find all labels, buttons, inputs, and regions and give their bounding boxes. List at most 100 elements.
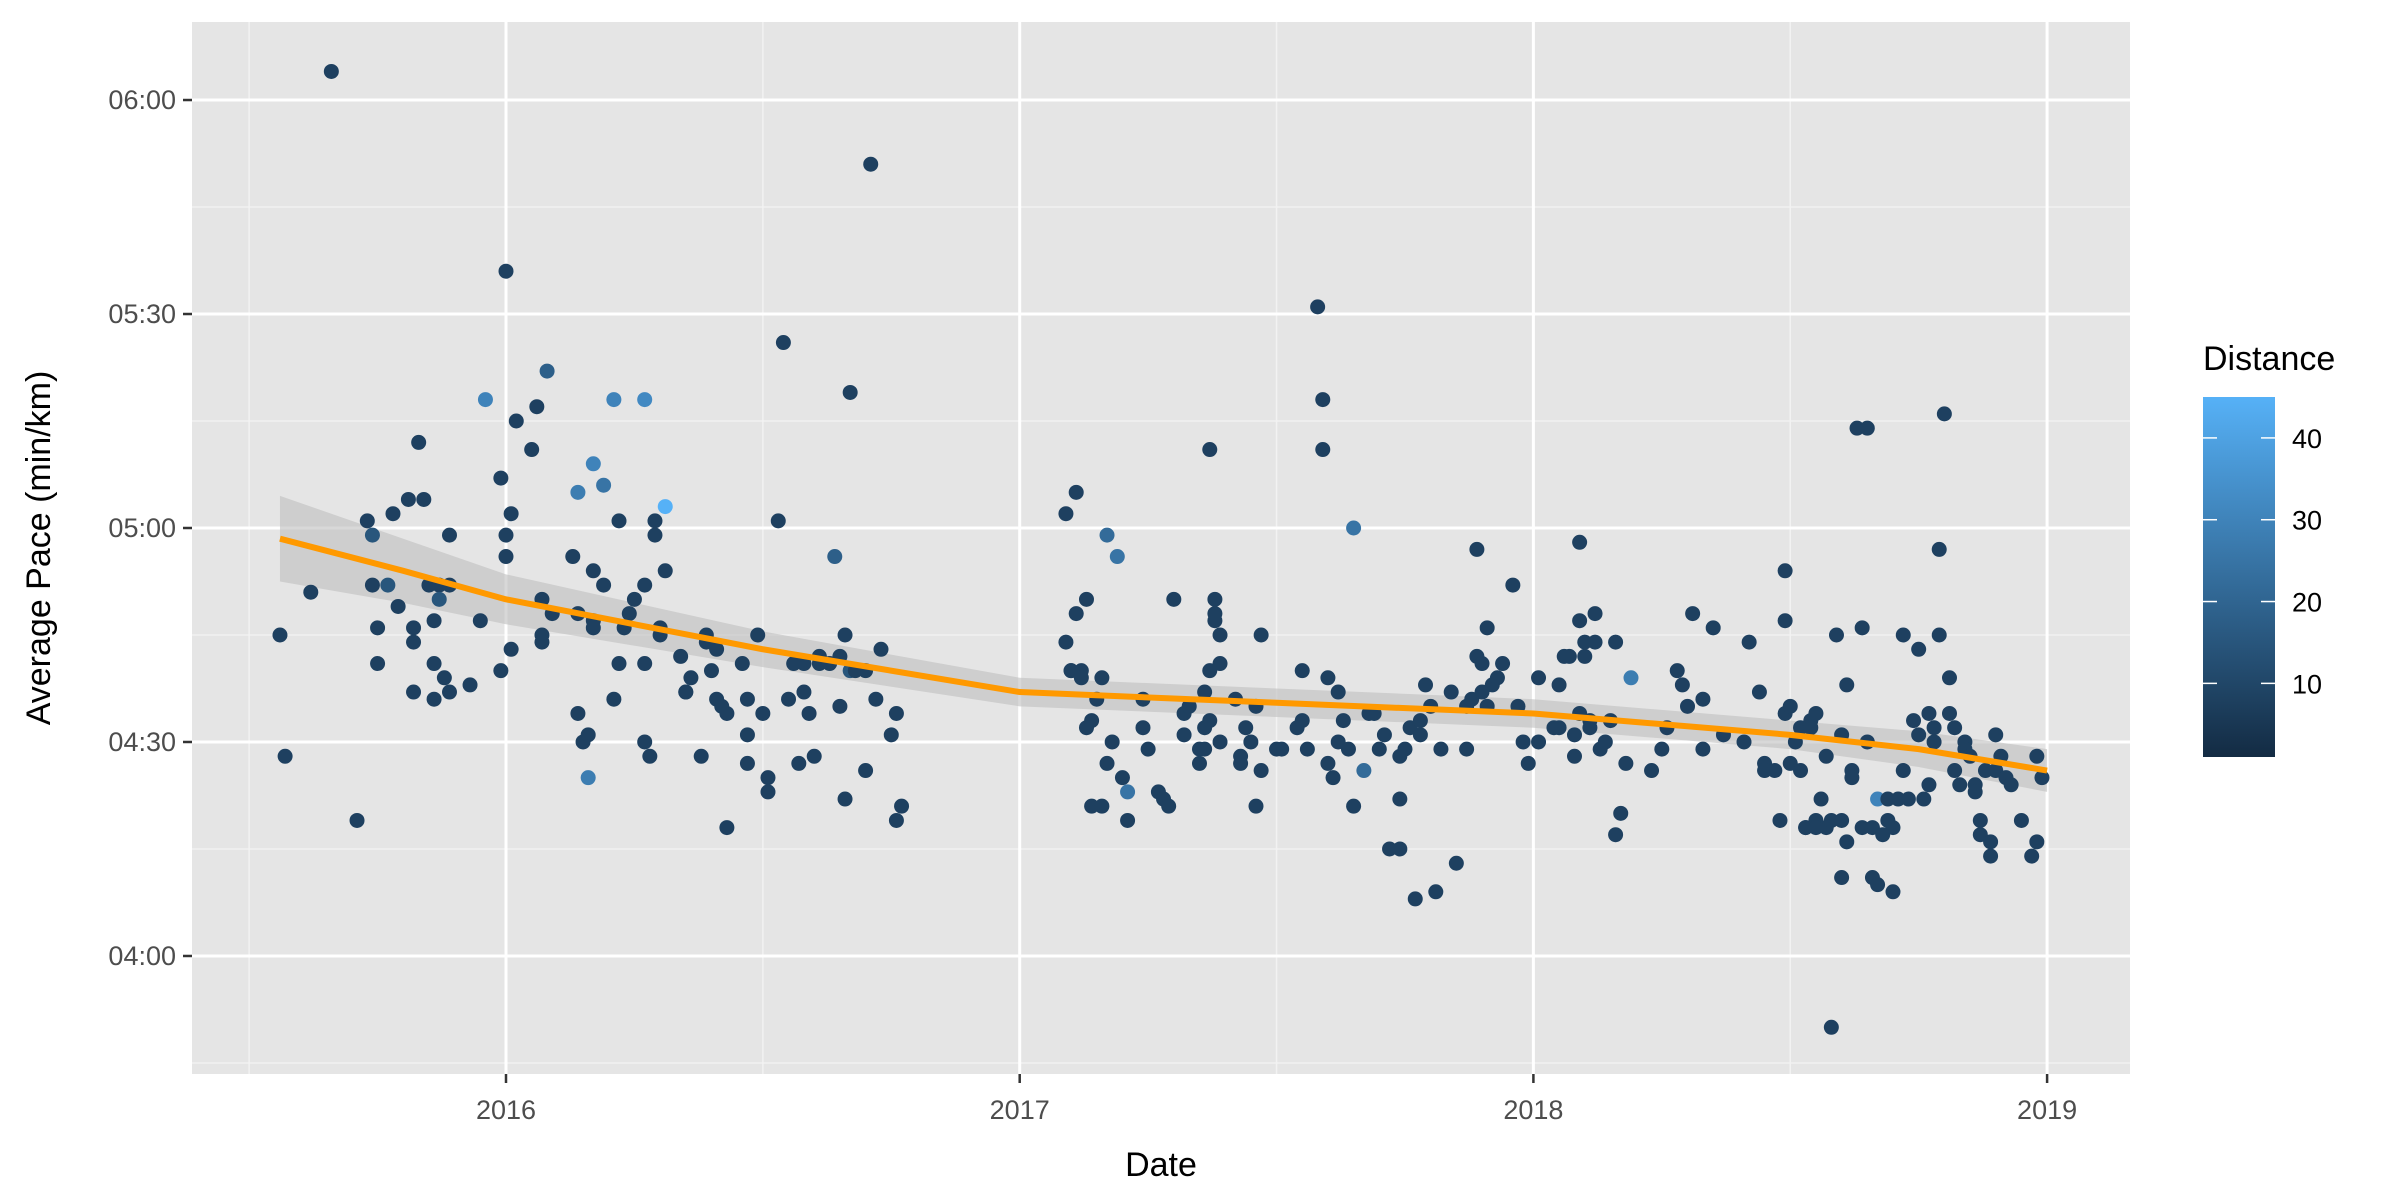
data-point	[1834, 870, 1850, 886]
data-point	[370, 620, 386, 636]
data-point	[580, 770, 596, 786]
data-point	[1346, 798, 1362, 814]
data-point	[349, 812, 365, 828]
data-point	[1777, 563, 1793, 579]
data-point	[1947, 720, 1963, 736]
data-point	[1356, 763, 1372, 779]
data-point	[1531, 670, 1547, 686]
data-points	[272, 63, 2050, 1035]
data-point	[657, 499, 673, 515]
data-point	[1161, 798, 1177, 814]
data-point	[1597, 734, 1613, 750]
y-axis-title: Average Pace (min/km)	[20, 371, 58, 726]
data-point	[364, 577, 380, 593]
data-point	[1412, 713, 1428, 729]
data-point	[1839, 677, 1855, 693]
data-point	[883, 727, 899, 743]
data-point	[2013, 812, 2029, 828]
data-point	[1197, 741, 1213, 757]
data-point	[1613, 805, 1629, 821]
data-point	[1849, 420, 1865, 436]
data-point	[1248, 798, 1264, 814]
data-point	[426, 613, 442, 629]
data-point	[1212, 627, 1228, 643]
data-point	[1068, 606, 1084, 622]
data-point	[1073, 670, 1089, 686]
data-point	[801, 705, 817, 721]
data-point	[1181, 698, 1197, 714]
data-point	[498, 527, 514, 543]
data-point	[1916, 791, 1932, 807]
data-point	[2029, 834, 2045, 850]
legend-label: 20	[2292, 588, 2322, 618]
axes: 2016 2017 2018 2019 04:00 04:30 05:00 05:30 06:0…	[108, 85, 2077, 1125]
data-point	[1397, 741, 1413, 757]
data-point	[1911, 727, 1927, 743]
data-point	[673, 648, 689, 664]
data-point	[1582, 720, 1598, 736]
data-point	[1253, 763, 1269, 779]
data-point	[1448, 855, 1464, 871]
data-point	[1120, 812, 1136, 828]
data-point	[1823, 812, 1839, 828]
data-point	[1104, 734, 1120, 750]
data-point	[1751, 684, 1767, 700]
x-axis-title: Date	[1125, 1146, 1197, 1184]
data-point	[1551, 677, 1567, 693]
data-point	[1782, 698, 1798, 714]
legend-colorbar	[2203, 397, 2275, 757]
data-point	[611, 656, 627, 672]
data-point	[719, 820, 735, 836]
data-point	[570, 705, 586, 721]
data-point	[1803, 720, 1819, 736]
data-point	[832, 698, 848, 714]
data-point	[1834, 812, 1850, 828]
data-point	[277, 748, 293, 764]
data-point	[775, 335, 791, 351]
data-point	[1233, 748, 1249, 764]
data-point	[493, 663, 509, 679]
data-point	[1577, 648, 1593, 664]
data-point	[1705, 620, 1721, 636]
data-point	[1202, 442, 1218, 458]
data-point	[323, 63, 339, 79]
data-point	[364, 527, 380, 543]
data-point	[1315, 442, 1331, 458]
data-point	[565, 549, 581, 565]
data-point	[503, 506, 519, 522]
data-point	[1299, 741, 1315, 757]
data-point	[626, 591, 642, 607]
data-point	[1859, 420, 1875, 436]
data-point	[406, 684, 422, 700]
data-point	[1058, 506, 1074, 522]
data-point	[637, 734, 653, 750]
data-point	[1274, 741, 1290, 757]
data-point	[888, 705, 904, 721]
data-point	[1757, 763, 1773, 779]
data-point	[1608, 634, 1624, 650]
data-point	[1844, 770, 1860, 786]
data-point	[508, 413, 524, 429]
data-point	[1418, 677, 1434, 693]
data-point	[1895, 627, 1911, 643]
data-point	[1813, 791, 1829, 807]
data-point	[1099, 527, 1115, 543]
data-point	[1977, 763, 1993, 779]
data-point	[1135, 720, 1151, 736]
data-point	[1443, 684, 1459, 700]
data-point	[1870, 877, 1886, 893]
data-point	[2003, 777, 2019, 793]
data-point	[462, 677, 478, 693]
data-point	[1207, 606, 1223, 622]
data-point	[703, 663, 719, 679]
x-tick-label: 2017	[990, 1095, 1050, 1125]
data-point	[436, 670, 452, 686]
data-point	[1294, 663, 1310, 679]
data-point	[1561, 648, 1577, 664]
data-point	[1777, 613, 1793, 629]
data-point	[1566, 748, 1582, 764]
data-point	[709, 641, 725, 657]
data-point	[888, 812, 904, 828]
data-point	[1407, 891, 1423, 907]
data-point	[390, 598, 406, 614]
